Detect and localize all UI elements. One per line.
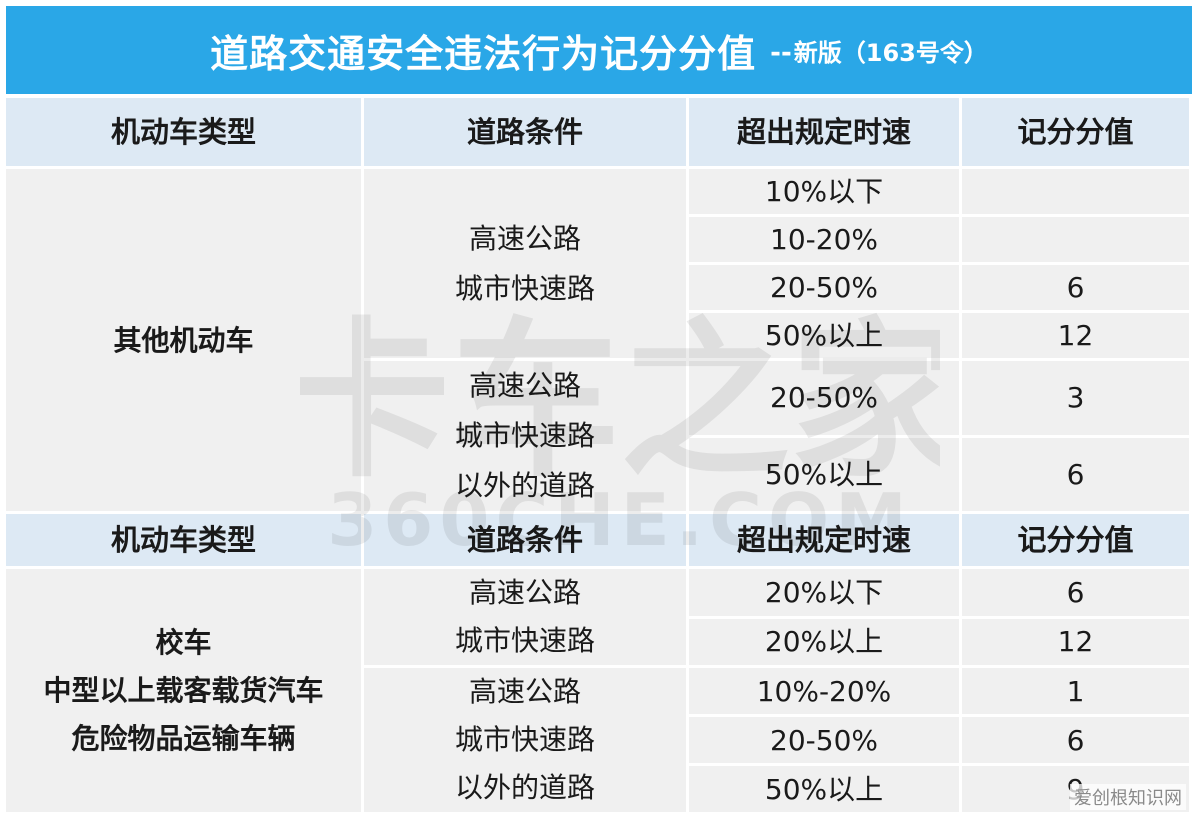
points-cell: 6 — [962, 717, 1189, 763]
table-row: 20%以上 12 — [6, 618, 1189, 665]
points-cell: 12 — [962, 618, 1189, 665]
speed-cell: 10%以下 — [689, 169, 959, 214]
table-row: 其他机动车 高速公路 城市快速路 10%以下 — [6, 169, 1189, 511]
points-cell — [962, 169, 1189, 214]
table-row: 校车 中型以上载客载货汽车 危险物品运输车辆 高速公路 城市快速路 20%以下 6 — [6, 569, 1189, 812]
vehicle-type-cell: 其他机动车 — [6, 169, 361, 511]
vehicle-label: 中型以上载客载货汽车 — [43, 673, 324, 707]
road-condition-cell: 高速公路城市快速路以外的道路 — [364, 361, 686, 511]
road-label: 高速公路 — [468, 221, 581, 255]
points-cell: 3 — [962, 361, 1189, 435]
points-cell: 6 — [962, 437, 1189, 511]
speed-cell: 20%以下 — [689, 569, 959, 616]
header-points: 记分分值 — [962, 514, 1189, 566]
speed-cell: 10-20% — [689, 217, 959, 262]
speed-cell: 50%以上 — [689, 437, 959, 511]
table-row: 高速公路城市快速路以外的道路 10%-20% 1 — [6, 668, 1189, 812]
road-label: 城市快速路 — [454, 723, 595, 756]
road-label: 城市快速路 — [454, 419, 595, 452]
points-table: 机动车类型 道路条件 超出规定时速 记分分值 其他机动车 高速公路 城市快速路 1… — [6, 98, 1192, 812]
page-title: 道路交通安全违法行为记分分值 — [210, 31, 757, 76]
table-row: 50%以上 12 — [6, 313, 1189, 358]
road-condition-cell: 高速公路 城市快速路 — [364, 569, 686, 665]
header-speed-over: 超出规定时速 — [689, 514, 959, 566]
subtitle-text: 新版（163号令） — [793, 38, 988, 67]
title-dashes: -- — [770, 37, 792, 68]
speed-cell: 20-50% — [689, 265, 959, 310]
speed-cell: 10%-20% — [689, 668, 959, 714]
vehicle-type-cell: 校车中型以上载客载货汽车 危险物品运输车辆 — [6, 569, 361, 812]
speed-cell: 50%以上 — [689, 313, 959, 358]
points-cell: 12 — [962, 313, 1189, 358]
road-label: 高速公路 — [468, 675, 581, 708]
page-subtitle: --新版（163号令） — [770, 33, 988, 68]
header-vehicle-type: 机动车类型 — [6, 98, 361, 166]
vehicle-label: 危险物品运输车辆 — [71, 721, 296, 755]
road-label: 以外的道路 — [454, 469, 595, 502]
header-road-condition: 道路条件 — [364, 98, 686, 166]
header-row: 机动车类型 道路条件 超出规定时速 记分分值 — [6, 514, 1189, 566]
points-cell — [962, 217, 1189, 262]
points-cell: 6 — [962, 265, 1189, 310]
table-row: 50%以上 6 — [6, 437, 1189, 511]
title-banner: 道路交通安全违法行为记分分值 --新版（163号令） — [6, 6, 1192, 94]
header-speed-over: 超出规定时速 — [689, 98, 959, 166]
road-label: 高速公路 — [468, 369, 581, 402]
speed-cell: 20-50% — [689, 361, 959, 435]
speed-cell: 20-50% — [689, 717, 959, 763]
table-row: 10-20% — [6, 217, 1189, 262]
corner-watermark: 爱创根知识网 — [1070, 784, 1186, 810]
vehicle-label: 校车 — [155, 625, 212, 659]
speed-cell: 20%以上 — [689, 618, 959, 665]
road-label: 以外的道路 — [454, 771, 595, 804]
header-row: 机动车类型 道路条件 超出规定时速 记分分值 — [6, 98, 1189, 166]
points-cell: 6 — [962, 569, 1189, 616]
road-condition-cell: 高速公路 城市快速路 — [364, 169, 686, 358]
road-condition-cell: 高速公路城市快速路以外的道路 — [364, 668, 686, 812]
road-label: 城市快速路 — [454, 624, 595, 657]
header-points: 记分分值 — [962, 98, 1189, 166]
road-label: 高速公路 — [468, 576, 581, 609]
header-vehicle-type: 机动车类型 — [6, 514, 361, 566]
header-road-condition: 道路条件 — [364, 514, 686, 566]
road-label: 城市快速路 — [454, 271, 595, 305]
table-row: 高速公路城市快速路以外的道路 20-50% 3 — [6, 361, 1189, 511]
points-cell: 1 — [962, 668, 1189, 714]
table-row: 20-50% 6 — [6, 265, 1189, 310]
speed-cell: 50%以上 — [689, 766, 959, 812]
table-row: 20-50% 6 — [6, 717, 1189, 763]
